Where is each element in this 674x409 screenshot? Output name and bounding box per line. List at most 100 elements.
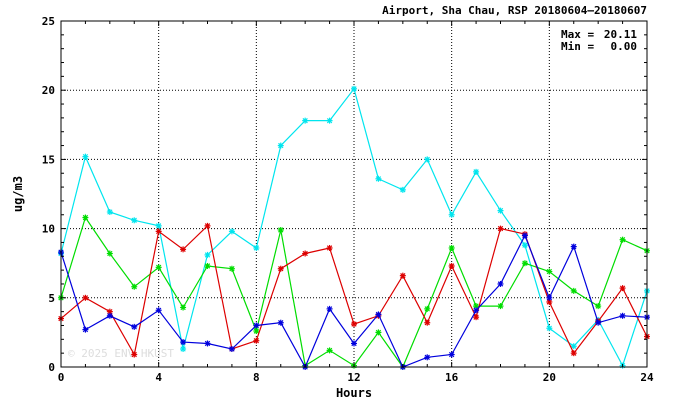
data-point — [424, 319, 431, 326]
data-point — [131, 283, 138, 290]
data-point — [155, 222, 162, 229]
data-point — [253, 328, 260, 335]
data-point — [204, 251, 211, 258]
y-tick-labels: 0 5 10 15 20 25 — [42, 15, 55, 374]
y-tick-label: 25 — [42, 15, 55, 28]
data-point — [521, 242, 528, 249]
data-point — [253, 322, 260, 329]
data-point — [448, 211, 455, 218]
y-tick-label: 0 — [48, 361, 55, 374]
data-point — [497, 207, 504, 214]
min-value: 0.00 — [611, 40, 638, 53]
data-point — [473, 314, 480, 321]
data-point — [497, 280, 504, 287]
data-point — [326, 347, 333, 354]
x-axis-label: Hours — [336, 386, 372, 400]
y-tick-label: 15 — [42, 153, 55, 166]
y-tick-label: 20 — [42, 84, 55, 97]
data-point — [448, 351, 455, 358]
x-tick-label: 0 — [58, 371, 65, 384]
watermark: © 2025 ENV HKUST — [68, 347, 174, 360]
data-point — [448, 244, 455, 251]
data-point — [521, 232, 528, 239]
y-tick-label: 5 — [48, 292, 55, 305]
data-point — [448, 262, 455, 269]
data-point — [106, 208, 113, 215]
data-point — [277, 226, 284, 233]
data-point — [180, 304, 187, 311]
data-point — [82, 326, 89, 333]
max-label: Max = — [561, 28, 594, 41]
data-point — [595, 303, 602, 310]
data-point — [180, 246, 187, 253]
data-point — [277, 142, 284, 149]
data-point — [131, 351, 138, 358]
tick-marks — [60, 20, 648, 368]
x-tick-label: 16 — [445, 371, 459, 384]
data-point — [424, 305, 431, 312]
data-point — [473, 168, 480, 175]
data-point — [399, 272, 406, 279]
data-point — [521, 260, 528, 267]
data-point — [228, 265, 235, 272]
max-value: 20.11 — [604, 28, 637, 41]
data-point — [351, 85, 357, 92]
x-tick-label: 24 — [640, 371, 654, 384]
data-point — [497, 225, 504, 232]
data-point — [546, 294, 553, 301]
data-point — [570, 350, 577, 357]
data-point — [570, 243, 577, 250]
data-point — [155, 228, 162, 235]
data-point — [424, 354, 431, 361]
data-point — [82, 294, 89, 301]
data-point — [351, 321, 357, 328]
grid-lines — [61, 21, 647, 367]
data-point — [546, 268, 553, 275]
data-point — [253, 337, 260, 344]
data-point — [497, 303, 504, 310]
data-point — [228, 346, 235, 353]
data-point — [106, 312, 113, 319]
data-point — [131, 217, 138, 224]
x-tick-label: 4 — [155, 371, 162, 384]
data-point — [277, 265, 284, 272]
data-point — [546, 325, 553, 332]
x-tick-labels: 0 4 8 12 16 20 24 — [58, 371, 654, 384]
data-point — [619, 285, 626, 292]
data-point — [106, 250, 113, 257]
data-point — [570, 343, 577, 350]
data-point — [302, 250, 309, 257]
data-point — [82, 153, 89, 160]
chart-title: Airport, Sha Chau, RSP 20180604–20180607 — [382, 4, 647, 17]
data-point — [375, 311, 382, 318]
data-point — [204, 340, 211, 347]
x-tick-label: 8 — [253, 371, 260, 384]
data-point — [155, 264, 162, 271]
data-point — [180, 346, 187, 353]
data-point — [326, 117, 333, 124]
data-point — [228, 228, 235, 235]
data-point — [424, 156, 431, 163]
data-point — [106, 308, 113, 315]
y-tick-label: 10 — [42, 223, 55, 236]
data-point — [375, 329, 382, 336]
data-point — [204, 262, 211, 269]
data-point — [375, 175, 382, 182]
data-point — [131, 323, 138, 330]
data-point — [595, 319, 602, 326]
data-point — [155, 307, 162, 314]
data-point — [204, 222, 211, 229]
data-point — [399, 186, 406, 193]
data-point — [326, 305, 333, 312]
data-point — [619, 312, 626, 319]
data-point — [302, 117, 309, 124]
data-point — [473, 307, 480, 314]
data-point — [253, 244, 260, 251]
x-tick-label: 20 — [543, 371, 556, 384]
x-tick-label: 12 — [347, 371, 360, 384]
data-point — [326, 244, 333, 251]
data-point — [570, 287, 577, 294]
y-axis-label: ug/m3 — [11, 176, 25, 212]
data-point — [619, 236, 626, 243]
